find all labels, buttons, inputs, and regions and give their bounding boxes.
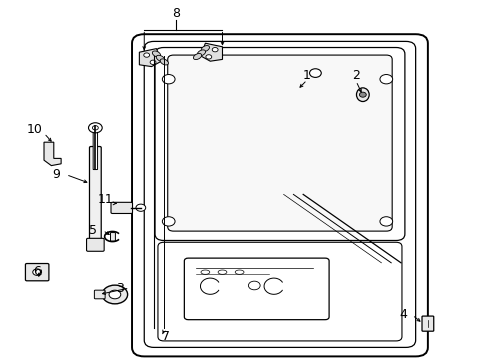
Circle shape [92,126,98,130]
Circle shape [102,285,127,304]
FancyBboxPatch shape [25,264,49,281]
Ellipse shape [156,55,164,61]
Ellipse shape [160,59,168,65]
Ellipse shape [201,270,209,274]
FancyBboxPatch shape [184,258,328,320]
Text: 5: 5 [89,224,97,237]
FancyBboxPatch shape [89,147,101,246]
Circle shape [143,53,149,57]
Text: 9: 9 [52,168,60,181]
Circle shape [309,69,321,77]
FancyBboxPatch shape [86,238,104,251]
Circle shape [359,92,366,97]
Circle shape [205,55,211,59]
Circle shape [33,269,41,275]
FancyBboxPatch shape [421,316,433,331]
Circle shape [109,290,121,299]
Text: 10: 10 [26,123,42,136]
FancyBboxPatch shape [94,290,105,299]
Text: 2: 2 [351,69,359,82]
Circle shape [162,217,175,226]
Circle shape [379,75,392,84]
Ellipse shape [193,54,201,59]
FancyBboxPatch shape [155,48,404,240]
FancyBboxPatch shape [158,242,401,341]
Ellipse shape [197,50,205,56]
Text: 6: 6 [33,265,41,278]
Ellipse shape [201,46,209,51]
Polygon shape [200,43,222,61]
FancyBboxPatch shape [110,233,115,241]
Text: 11: 11 [97,193,113,206]
Ellipse shape [152,51,160,57]
Text: 3: 3 [116,282,123,294]
Circle shape [212,48,218,52]
Circle shape [136,204,145,211]
Ellipse shape [356,88,368,102]
Polygon shape [44,142,61,166]
Polygon shape [139,49,161,67]
FancyBboxPatch shape [144,41,415,347]
FancyBboxPatch shape [111,202,132,213]
FancyBboxPatch shape [93,126,98,170]
Circle shape [162,75,175,84]
Text: 4: 4 [399,309,407,321]
Ellipse shape [235,270,244,274]
Circle shape [379,217,392,226]
Text: 1: 1 [303,69,310,82]
Text: 7: 7 [162,330,170,343]
FancyBboxPatch shape [132,34,427,356]
Circle shape [88,123,102,133]
Text: 8: 8 [172,7,180,20]
Ellipse shape [218,270,226,274]
Circle shape [150,60,156,64]
Circle shape [248,281,260,290]
FancyBboxPatch shape [167,55,391,231]
